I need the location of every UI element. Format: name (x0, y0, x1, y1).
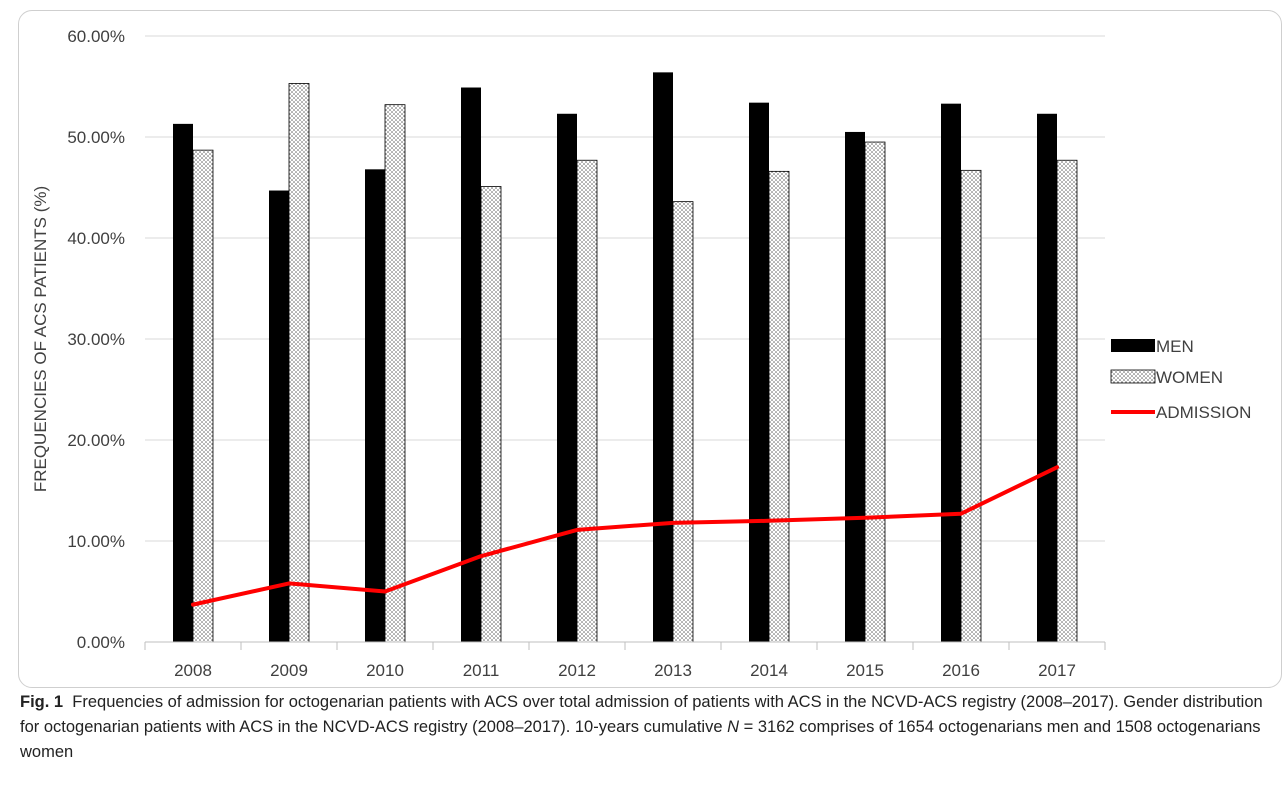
x-tick-label: 2009 (270, 661, 308, 680)
line-admission (191, 465, 1059, 607)
y-tick-label: 10.00% (67, 532, 125, 551)
bar-women (1056, 159, 1078, 643)
x-tick-label: 2013 (654, 661, 692, 680)
y-tick-label: 20.00% (67, 431, 125, 450)
bar-women (768, 170, 790, 643)
bar-men (461, 87, 481, 642)
caption-n-symbol: N (727, 718, 740, 736)
bar-men (845, 131, 865, 642)
point-admission (768, 520, 770, 522)
bar-men (365, 169, 385, 642)
point-admission (864, 517, 866, 519)
bar-men (941, 103, 961, 643)
chart-figure: 0.00% 10.00% 20.00% 30.00% 40.00% 50.00% 60.00… (18, 10, 1282, 688)
y-tick-label: 30.00% (67, 330, 125, 349)
bar-men (749, 102, 769, 642)
bar-men (557, 113, 577, 642)
bar-women (576, 159, 598, 643)
legend-label-men: MEN (1156, 337, 1194, 356)
bar-men (653, 72, 673, 643)
legend-swatch-women (1110, 369, 1156, 384)
y-tick-label: 40.00% (67, 229, 125, 248)
bar-women (960, 169, 982, 643)
bar-women (384, 104, 406, 643)
x-tick-label: 2014 (750, 661, 788, 680)
point-admission (576, 529, 578, 531)
bars (173, 72, 1078, 643)
chart: 0.00% 10.00% 20.00% 30.00% 40.00% 50.00% 60.00… (31, 27, 1251, 680)
axes: 0.00% 10.00% 20.00% 30.00% 40.00% 50.00% 60.00… (31, 27, 1106, 680)
x-tick-label: 2017 (1038, 661, 1076, 680)
legend-label-admission: ADMISSION (1156, 403, 1251, 422)
bar-women (480, 186, 502, 643)
x-tick-label: 2012 (558, 661, 596, 680)
x-tick-label: 2008 (174, 661, 212, 680)
caption-label: Fig. 1 (20, 693, 64, 711)
bar-men (1037, 113, 1057, 642)
legend-label-women: WOMEN (1156, 368, 1223, 387)
point-admission (960, 513, 962, 515)
bar-women (672, 201, 694, 643)
y-tick-label: 60.00% (67, 27, 125, 46)
bar-men (269, 190, 289, 642)
point-admission (480, 555, 482, 557)
caption-text-1: Frequencies of admission for octogenaria… (20, 693, 1263, 736)
bar-men (173, 123, 193, 643)
bar-women (288, 83, 310, 643)
figure-caption: Fig. 1 Frequencies of admission for octo… (20, 690, 1270, 765)
y-tick-label: 50.00% (67, 128, 125, 147)
caption-text-2: = 3162 comprises of 1654 octogenarians m… (20, 718, 1261, 761)
y-tick-label: 0.00% (77, 633, 125, 652)
bar-women (192, 149, 214, 643)
x-tick-label: 2016 (942, 661, 980, 680)
y-axis-title: FREQUENCIES OF ACS PATIENTS (%) (31, 186, 50, 492)
point-admission (1056, 466, 1058, 468)
point-admission (288, 582, 290, 584)
x-tick-label: 2010 (366, 661, 404, 680)
bar-women (864, 141, 886, 643)
x-tick-label: 2011 (463, 661, 500, 680)
x-tick-label: 2015 (846, 661, 884, 680)
point-admission (192, 604, 194, 606)
admission-line (191, 465, 1059, 607)
point-admission (384, 591, 386, 592)
legend-swatch-men (1111, 339, 1155, 352)
legend: MEN WOMEN ADMISSION (1110, 337, 1251, 422)
point-admission (672, 522, 674, 524)
